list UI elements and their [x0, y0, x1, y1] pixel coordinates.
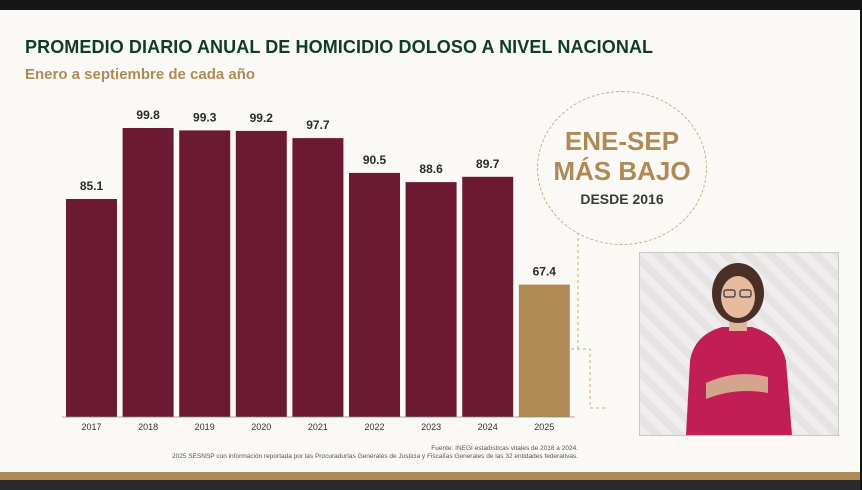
tick-label-2022: 2022: [364, 422, 384, 432]
value-label-2024: 89.7: [476, 157, 500, 171]
bar-2018: [122, 128, 174, 417]
badge-line2: MÁS BAJO: [553, 156, 691, 186]
top-frame-bar: [0, 0, 862, 10]
sign-language-interpreter-video: [639, 252, 839, 436]
bar-2023: [405, 182, 457, 417]
bar-2020: [235, 130, 287, 417]
value-label-2023: 88.6: [419, 162, 443, 176]
tick-label-2019: 2019: [195, 422, 215, 432]
bars-group: [66, 128, 570, 417]
bar-2021: [292, 138, 344, 417]
lowest-since-2016-badge: ENE-SEP MÁS BAJO DESDE 2016: [537, 91, 707, 245]
bar-2017: [66, 199, 117, 417]
value-label-2018: 99.8: [136, 108, 160, 122]
source-note: Fuente: INEGI estadísticas vitales de 20…: [100, 445, 578, 461]
bar-2019: [179, 130, 231, 417]
value-label-2019: 99.3: [193, 110, 217, 124]
tick-label-2023: 2023: [421, 422, 441, 432]
tick-label-2020: 2020: [251, 422, 271, 432]
source-line-1: Fuente: INEGI estadísticas vitales de 20…: [431, 445, 578, 452]
tick-label-2021: 2021: [308, 422, 328, 432]
chart-subtitle: Enero a septiembre de cada año: [25, 66, 256, 83]
bar-2025: [518, 284, 570, 417]
value-label-2017: 85.1: [80, 179, 104, 193]
bar-2022: [349, 172, 400, 417]
connector-dashed-line: [571, 232, 608, 409]
source-line-2: 2025 SESNSP con información reportada po…: [172, 453, 578, 460]
value-label-2022: 90.5: [363, 153, 387, 167]
bottom-gold-band: [0, 472, 862, 480]
value-labels-group: 85.1 99.8 99.3 99.2 97.7 90.5 88.6 89.7 67.4: [80, 108, 556, 279]
right-frame-bar: [860, 0, 862, 490]
value-label-2025: 67.4: [533, 265, 557, 279]
badge-line1: ENE-SEP: [564, 126, 680, 156]
bottom-frame-bar: [0, 480, 862, 490]
badge-line3: DESDE 2016: [580, 191, 664, 207]
tick-label-2025: 2025: [534, 422, 554, 432]
tick-label-2018: 2018: [138, 422, 158, 432]
value-label-2021: 97.7: [306, 118, 330, 132]
interpreter-image: [686, 263, 792, 435]
tick-label-2017: 2017: [81, 422, 101, 432]
tick-labels-group: 2017 2018 2019 2020 2021 2022 2023 2024 2025: [81, 422, 554, 432]
chart-title: PROMEDIO DIARIO ANUAL DE HOMICIDIO DOLOS…: [25, 37, 654, 57]
bar-2024: [462, 176, 514, 417]
value-label-2020: 99.2: [250, 111, 274, 125]
tick-label-2024: 2024: [478, 422, 498, 432]
